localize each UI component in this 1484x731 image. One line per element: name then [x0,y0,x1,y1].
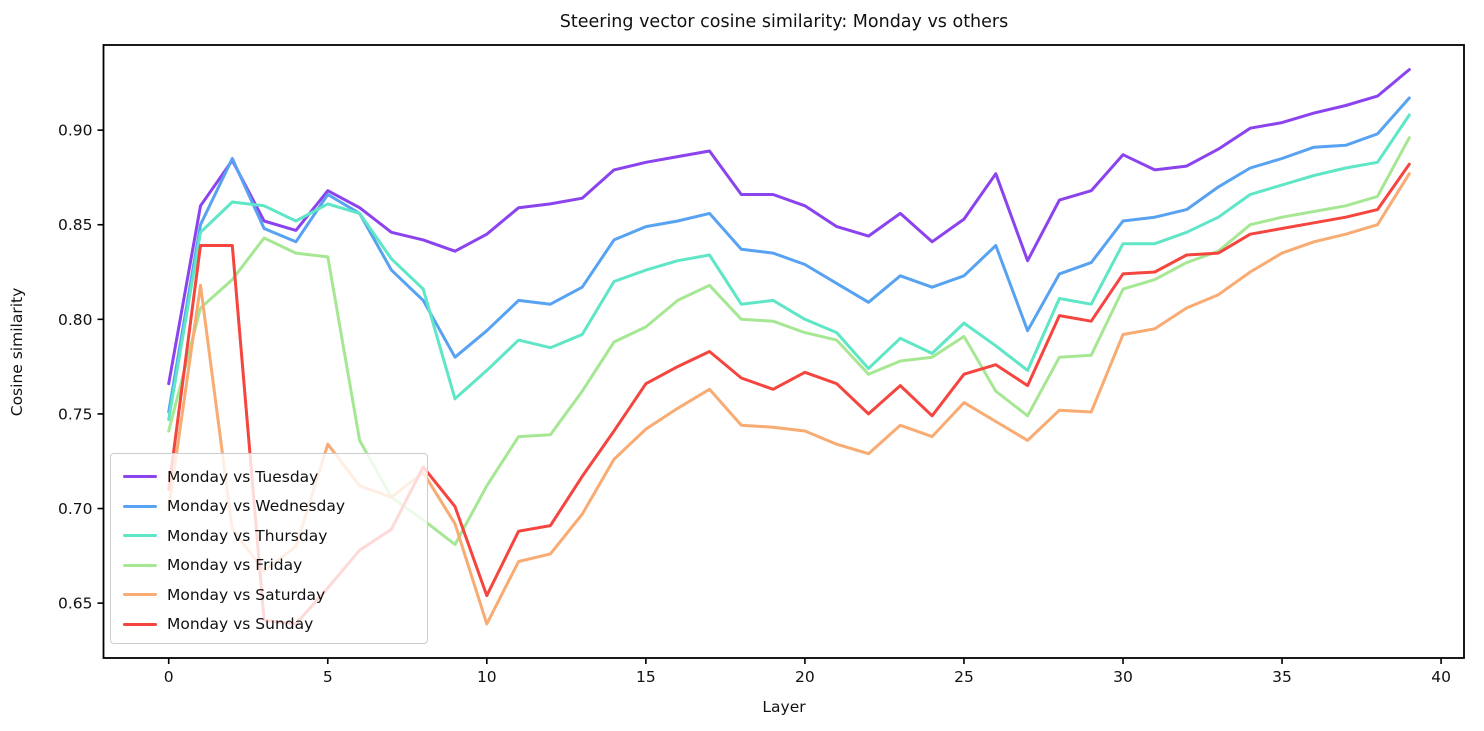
legend-label: Monday vs Sunday [167,615,314,634]
x-tick-label: 35 [1272,668,1292,686]
legend-item: Monday vs Sunday [123,610,427,640]
legend-item: Monday vs Wednesday [123,492,427,522]
x-tick-label: 15 [636,668,656,686]
legend-line-swatch [123,475,157,479]
x-tick-label: 0 [164,668,174,686]
series-line-monday-vs-thursday [167,113,1411,422]
legend-line-swatch [123,563,157,567]
x-tick-label: 25 [954,668,974,686]
legend-item: Monday vs Thursday [123,521,427,551]
series-line-monday-vs-tuesday [167,68,1411,386]
legend-label: Monday vs Thursday [167,526,328,545]
x-tick-label: 5 [323,668,333,686]
y-tick-label: 0.90 [58,122,93,140]
legend-item: Monday vs Tuesday [123,462,427,492]
legend-label: Monday vs Friday [167,556,303,575]
legend-label: Monday vs Wednesday [167,497,346,516]
chart-title: Steering vector cosine similarity: Monda… [559,12,1009,32]
legend-line-swatch [123,534,157,538]
x-tick-label: 40 [1431,668,1451,686]
legend-line-swatch [123,622,157,626]
legend-item: Monday vs Saturday [123,580,427,610]
x-tick-label: 20 [795,668,815,686]
y-tick-label: 0.80 [58,311,93,329]
legend-line-swatch [123,593,157,597]
series-line-monday-vs-wednesday [167,96,1411,414]
x-axis-label: Layer [762,698,806,716]
y-tick-label: 0.65 [58,595,93,613]
axes-spines [102,44,1465,659]
legend-label: Monday vs Tuesday [167,467,319,486]
legend: Monday vs Tuesday Monday vs Wednesday Mond… [110,453,428,644]
x-tick-label: 30 [1113,668,1133,686]
y-tick-label: 0.75 [58,405,93,423]
legend-line-swatch [123,504,157,508]
y-tick-label: 0.70 [58,500,93,518]
y-tick-label: 0.85 [58,216,93,234]
x-tick-label: 10 [477,668,497,686]
y-axis-label: Cosine similarity [8,287,26,417]
legend-label: Monday vs Saturday [167,585,326,604]
legend-item: Monday vs Friday [123,551,427,581]
